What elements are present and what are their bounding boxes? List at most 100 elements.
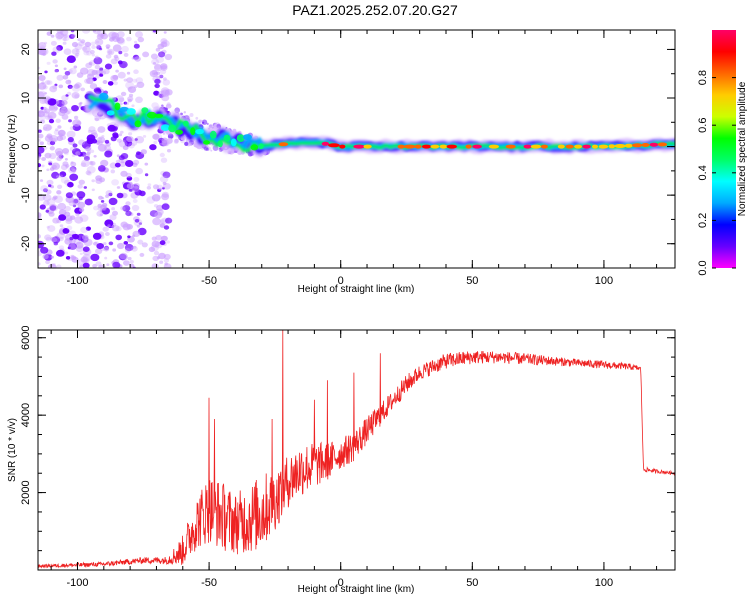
noise-blob bbox=[154, 78, 161, 85]
noise-blob bbox=[101, 197, 105, 200]
noise-blob bbox=[120, 170, 128, 177]
noise-blob bbox=[38, 110, 46, 118]
spectrogram-x-axis-label: Height of straight line (km) bbox=[298, 284, 415, 295]
noise-blob bbox=[58, 245, 65, 250]
ridge-peak bbox=[321, 141, 330, 146]
noise-blob bbox=[104, 219, 114, 227]
noise-blob bbox=[105, 232, 110, 236]
noise-blob bbox=[65, 108, 72, 114]
colorbar-tick-label: 0.6 bbox=[697, 118, 709, 133]
noise-blob bbox=[75, 52, 80, 57]
noise-blob bbox=[56, 219, 62, 224]
noise-blob bbox=[126, 77, 134, 83]
noise-blob bbox=[42, 127, 48, 131]
noise-blob bbox=[65, 79, 72, 85]
ridge-blob bbox=[99, 92, 109, 101]
noise-blob bbox=[75, 151, 81, 156]
snr-frame bbox=[37, 329, 676, 571]
spectrogram-y-tick-label: 10 bbox=[20, 92, 32, 104]
noise-blob bbox=[78, 41, 85, 47]
noise-blob bbox=[56, 232, 65, 240]
noise-blob bbox=[131, 245, 138, 252]
noise-blob bbox=[60, 176, 69, 184]
spectrogram-y-tick-label: -20 bbox=[20, 236, 32, 252]
noise-blob bbox=[68, 119, 72, 123]
ridge-blob bbox=[203, 140, 210, 145]
noise-blob bbox=[189, 143, 193, 146]
noise-blob bbox=[85, 62, 93, 69]
noise-blob bbox=[125, 81, 135, 89]
noise-blob bbox=[155, 47, 161, 52]
ridge-blob bbox=[223, 134, 231, 142]
ridge-peak bbox=[278, 142, 289, 147]
noise-blob bbox=[87, 129, 92, 133]
noise-blob bbox=[67, 181, 74, 188]
ridge-peak bbox=[472, 144, 482, 149]
noise-blob bbox=[111, 179, 119, 186]
noise-blob bbox=[45, 209, 50, 213]
noise-blob bbox=[91, 188, 95, 192]
noise-blob bbox=[115, 37, 121, 42]
noise-blob bbox=[64, 211, 71, 217]
noise-blob bbox=[126, 224, 133, 230]
noise-blob bbox=[74, 54, 79, 58]
noise-blob bbox=[160, 41, 168, 48]
colorbar: 0.0 0.2 0.4 0.6 0.8 Normalized spectral ampl… bbox=[697, 30, 748, 276]
noise-blob bbox=[127, 235, 131, 239]
noise-blob bbox=[69, 146, 76, 152]
noise-blob bbox=[65, 94, 69, 97]
noise-blob bbox=[137, 239, 144, 245]
noise-blob bbox=[94, 38, 104, 46]
noise-blob bbox=[159, 223, 166, 229]
noise-blob bbox=[160, 157, 168, 163]
noise-blob bbox=[102, 80, 108, 84]
ridge-peak bbox=[574, 144, 582, 149]
noise-blob bbox=[119, 252, 128, 260]
noise-blob bbox=[134, 56, 141, 62]
noise-blob bbox=[64, 251, 69, 255]
noise-blob bbox=[46, 80, 53, 85]
noise-blob bbox=[123, 260, 130, 266]
noise-blob bbox=[100, 204, 107, 210]
snr-x-tick-label: -100 bbox=[66, 577, 88, 589]
noise-blob bbox=[120, 160, 125, 164]
noise-blob bbox=[55, 31, 65, 40]
noise-blob bbox=[55, 118, 61, 124]
noise-blob bbox=[126, 136, 134, 143]
noise-blob bbox=[38, 214, 42, 219]
noise-blob bbox=[125, 210, 132, 217]
noise-blob bbox=[77, 184, 83, 189]
noise-blob bbox=[132, 230, 141, 237]
noise-blob bbox=[99, 67, 104, 71]
noise-blob bbox=[78, 196, 83, 201]
noise-blob bbox=[43, 95, 51, 102]
noise-blob bbox=[163, 253, 171, 260]
noise-blob bbox=[120, 206, 126, 211]
noise-blob bbox=[147, 183, 152, 187]
noise-blob bbox=[104, 256, 108, 260]
noise-blob bbox=[73, 83, 80, 89]
noise-blob bbox=[94, 64, 101, 70]
noise-blob bbox=[164, 53, 173, 61]
noise-blob bbox=[88, 126, 96, 133]
noise-blob bbox=[166, 102, 171, 107]
noise-blob bbox=[133, 69, 139, 74]
noise-blob bbox=[100, 248, 105, 252]
noise-blob bbox=[66, 225, 73, 231]
noise-blob bbox=[79, 252, 83, 255]
noise-blob bbox=[164, 107, 168, 112]
noise-blob bbox=[86, 77, 94, 85]
noise-blob bbox=[80, 226, 88, 233]
noise-blob bbox=[39, 179, 44, 182]
ridge-blob bbox=[119, 106, 129, 112]
noise-blob bbox=[117, 242, 125, 250]
noise-blob bbox=[202, 121, 205, 124]
noise-blob bbox=[92, 30, 97, 33]
noise-blob bbox=[119, 102, 123, 106]
noise-blob bbox=[71, 256, 79, 263]
noise-blob bbox=[49, 140, 56, 146]
noise-blob bbox=[91, 45, 96, 49]
noise-blob bbox=[146, 196, 156, 204]
noise-blob bbox=[38, 111, 41, 116]
